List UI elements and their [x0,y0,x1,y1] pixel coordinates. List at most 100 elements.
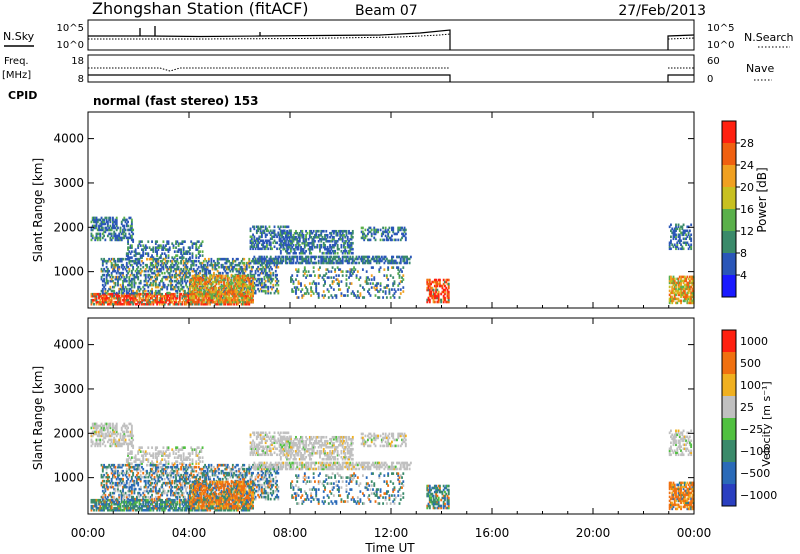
power-cell [197,271,200,275]
power-cell [93,226,95,230]
power-cell [111,226,114,230]
velocity-cell [122,442,124,446]
velocity-cell [120,438,123,442]
power-cell [110,277,113,281]
power-cell [334,257,337,261]
power-cell [363,236,366,240]
power-cell [408,257,411,261]
power-cell [677,287,680,291]
power-cell [279,249,282,253]
power-cell [672,229,675,233]
power-cell [220,280,223,284]
power-cell [156,240,159,243]
power-cell [113,265,116,269]
velocity-cell [110,500,113,504]
velocity-cell [144,498,147,502]
power-cell [264,279,267,283]
power-cell [306,261,309,265]
velocity-cell [144,508,147,512]
power-cell [223,282,225,286]
power-cell [402,278,405,281]
power-cell [336,255,339,259]
power-cell [220,286,223,290]
power-cell [670,223,672,227]
power-cell [156,291,159,295]
power-cell [343,229,345,233]
power-cell [234,274,237,278]
power-cell [267,239,270,243]
power-cell [334,251,337,255]
power-cell [259,225,262,229]
velocity-cell [170,502,172,506]
power-cell [310,255,313,259]
power-cell [303,237,306,241]
power-cell [274,261,277,265]
power-cell [101,222,104,226]
power-cell [162,246,165,249]
power-cell [128,250,131,253]
velocity-cell [91,506,94,510]
power-cell [253,275,256,279]
velocity-cell [151,446,153,449]
velocity-cell [130,452,133,455]
power-cell [117,292,119,296]
power-cell [257,277,260,281]
power-cell [302,249,305,253]
power-cell [151,263,153,267]
velocity-cell [165,506,167,510]
power-cell [350,231,353,235]
power-cell [350,261,353,265]
y-tick-label: 1000 [53,265,84,279]
power-cell [196,278,199,282]
power-cell [189,292,191,296]
power-cell [433,292,436,296]
velocity-cell [109,424,112,428]
power-cell [124,220,127,224]
velocity-cell [95,442,98,446]
power-cell [207,292,210,296]
velocity-cell [165,462,167,465]
power-cell [218,290,220,294]
power-cell [228,286,230,290]
power-cell [315,282,318,285]
velocity-cell [103,502,106,506]
power-cell [148,265,151,269]
power-cell [317,261,320,265]
power-cell [119,226,122,230]
power-cell [228,267,230,271]
power-cell [687,289,690,293]
power-cell [242,302,244,306]
power-cell [388,259,391,263]
power-cell [392,255,395,259]
power-cell [297,280,300,283]
power-cell [440,300,443,304]
power-cell [675,223,677,227]
power-cell [202,278,205,282]
velocity-cell [166,446,169,449]
power-cell [260,289,263,293]
power-cell [301,235,304,239]
power-cell [324,274,326,277]
velocity-cell [100,432,103,436]
power-cell [312,292,315,295]
power-cell [308,282,311,285]
power-cell [226,267,229,271]
power-cell [247,290,249,294]
power-cell [681,287,684,291]
power-cell [272,259,275,263]
power-cell [247,276,249,280]
power-cell [446,296,449,300]
velocity-cell [192,498,195,502]
power-cell [297,270,300,273]
power-cell [211,282,214,286]
power-cell [257,283,260,287]
power-cell [212,271,215,275]
power-cell [158,296,161,300]
power-cell [276,277,278,281]
velocity-cell [151,500,153,504]
power-cell [403,255,406,259]
power-cell [229,278,232,282]
power-cell [148,273,151,277]
power-cell [447,278,450,282]
velocity-cell [110,438,113,442]
